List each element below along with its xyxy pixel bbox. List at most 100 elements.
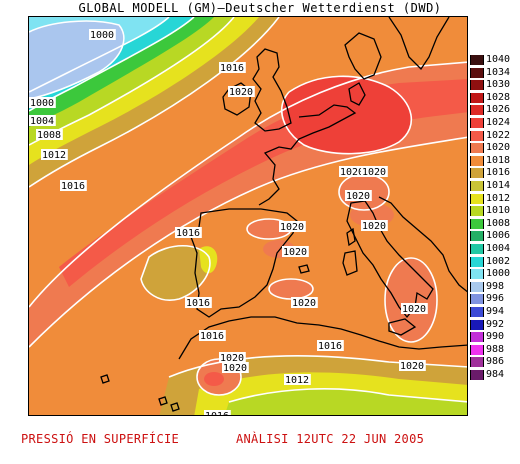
legend-item: 994 bbox=[470, 306, 518, 317]
coast-france-atlantic bbox=[258, 104, 357, 206]
legend-item: 1004 bbox=[470, 243, 518, 254]
isobar-label-bg bbox=[228, 86, 255, 97]
page-title: GLOBAL MODELL (GM)—Deutscher Wetterdiens… bbox=[78, 1, 442, 15]
isobar-label: 1020 bbox=[279, 221, 306, 233]
isobar-label-bg bbox=[199, 330, 226, 341]
iberia-thermal-low-1014 bbox=[199, 246, 218, 274]
legend-value: 1040 bbox=[486, 54, 511, 65]
isobar-label-text: 1020 bbox=[292, 298, 316, 309]
isobar-label: 1004 bbox=[29, 115, 56, 127]
isobar-label: 1012 bbox=[284, 374, 311, 386]
footer-analysis: ANÀLISI 12UTC 22 JUN 2005 bbox=[236, 432, 425, 446]
isobar-label-text: 1012 bbox=[42, 150, 66, 161]
isobar-label-text: 1016 bbox=[220, 63, 244, 74]
legend-value: 1012 bbox=[486, 192, 511, 204]
legend-swatch bbox=[470, 155, 484, 166]
isobar-label: 1012 bbox=[41, 149, 68, 161]
legend-value: 986 bbox=[486, 356, 505, 368]
legend-swatch bbox=[470, 67, 484, 78]
legend-item: 1010 bbox=[470, 205, 518, 217]
coast-great-britain bbox=[252, 48, 292, 132]
legend-value: 1002 bbox=[486, 255, 511, 267]
legend-value: 1006 bbox=[486, 230, 511, 242]
legend-item: 1040 bbox=[470, 54, 518, 65]
coast-azores bbox=[100, 374, 110, 384]
isobar-1020-high bbox=[280, 75, 413, 155]
isobar-1020 bbox=[29, 61, 467, 308]
legend-item: 1018 bbox=[470, 154, 518, 166]
legend-swatch bbox=[470, 244, 484, 254]
isobar-label: 1020 bbox=[219, 352, 246, 364]
isobar-label: 1016 bbox=[175, 227, 202, 239]
legend-swatch bbox=[470, 130, 484, 141]
isobar-label: 1016 bbox=[317, 340, 344, 352]
isobar-label-text: 1000 bbox=[90, 30, 114, 41]
isobar-label-text: 1020 bbox=[400, 361, 424, 372]
iberia-thermal-low-1016 bbox=[141, 245, 210, 301]
isobar-label-text: 1020 bbox=[283, 247, 307, 258]
isobar-label: 1008 bbox=[36, 129, 63, 141]
legend-value: 1000 bbox=[486, 268, 511, 280]
isobar-label-bg bbox=[399, 360, 426, 371]
isobar-label-text: 1020 bbox=[402, 304, 426, 315]
coast-iberia bbox=[190, 208, 298, 318]
isobar-label-text: 1020 bbox=[280, 222, 304, 233]
legend-item: 1020 bbox=[470, 142, 518, 154]
isobar-label-bg bbox=[222, 362, 249, 373]
legend-value: 1030 bbox=[486, 79, 511, 91]
isobar-label-text: 1020 bbox=[229, 87, 253, 98]
isobar-label-bg bbox=[345, 190, 372, 201]
isobar-lines bbox=[29, 17, 467, 403]
legend-item: 1026 bbox=[470, 104, 518, 116]
isobar-label-text: 1000 bbox=[30, 98, 54, 109]
legend-swatch bbox=[470, 55, 484, 65]
legend-swatch bbox=[470, 256, 484, 267]
legend-value: 1016 bbox=[486, 167, 511, 179]
legend-item: 998 bbox=[470, 281, 518, 292]
legend-value: 990 bbox=[486, 331, 505, 343]
isobar-label-layer: 1000 1000 1004 1008 1012 1016 1016 1016 1016 1016… bbox=[29, 29, 428, 415]
legend-swatch bbox=[470, 193, 484, 204]
coast-ireland bbox=[222, 82, 252, 116]
isobar-label: 1020 bbox=[228, 86, 255, 98]
legend-swatch bbox=[470, 218, 484, 229]
footer: PRESSIÓ EN SUPERFÍCIE ANÀLISI 12UTC 22 J… bbox=[0, 432, 520, 450]
isobar-label-text: 1020 bbox=[220, 353, 244, 364]
cell-1022-morocco bbox=[204, 372, 224, 386]
legend-value: 988 bbox=[486, 343, 505, 355]
isobar-label-text: 1020 bbox=[362, 167, 386, 178]
isobar-label: 1000 bbox=[89, 29, 116, 41]
isobar-label: 1016 bbox=[219, 62, 246, 74]
isobar-label-text: 1016 bbox=[318, 341, 342, 352]
isobar-label: 1020 bbox=[399, 360, 426, 372]
legend-value: 1018 bbox=[486, 154, 511, 166]
legend-value: 1022 bbox=[486, 129, 511, 141]
legend-value: 1014 bbox=[486, 180, 511, 191]
legend-value: 1034 bbox=[486, 66, 511, 78]
coast-sardinia bbox=[342, 250, 358, 276]
legend-swatch bbox=[470, 281, 484, 292]
isobar-label: 1016 bbox=[60, 180, 87, 192]
isobar-label-bg bbox=[29, 115, 56, 126]
legend-item: 1028 bbox=[470, 92, 518, 103]
legend-swatch bbox=[470, 206, 484, 217]
isobar-label: 1000 bbox=[29, 97, 56, 109]
legend-item: 1030 bbox=[470, 79, 518, 91]
legend-value: 1010 bbox=[486, 205, 511, 217]
isobar-label-text: 1020 bbox=[223, 363, 247, 374]
legend-swatch bbox=[470, 357, 484, 368]
legend-item: 1008 bbox=[470, 217, 518, 229]
isobar-label-text: 1020 bbox=[346, 191, 370, 202]
legend-item: 1002 bbox=[470, 255, 518, 267]
legend-value: 1008 bbox=[486, 217, 511, 229]
isobar-label-bg bbox=[36, 129, 63, 140]
isobar-label-bg bbox=[291, 297, 318, 308]
coast-sicily bbox=[388, 318, 417, 336]
isobar-1016-south bbox=[29, 136, 467, 348]
isobar-label-text: 1020 bbox=[362, 221, 386, 232]
legend-value: 994 bbox=[486, 306, 505, 317]
isobar-label: 1016 bbox=[185, 297, 212, 309]
pressure-legend: 1040 1034 1030 1028 1026 1024 1022 1020 1018 1016… bbox=[470, 54, 518, 385]
legend-item: 1012 bbox=[470, 192, 518, 204]
legend-item: 988 bbox=[470, 343, 518, 355]
